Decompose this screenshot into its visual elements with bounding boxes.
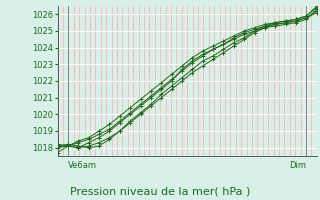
- Text: Ve6am: Ve6am: [68, 161, 97, 170]
- Text: Dim: Dim: [289, 161, 307, 170]
- Text: Pression niveau de la mer( hPa ): Pression niveau de la mer( hPa ): [70, 186, 250, 196]
